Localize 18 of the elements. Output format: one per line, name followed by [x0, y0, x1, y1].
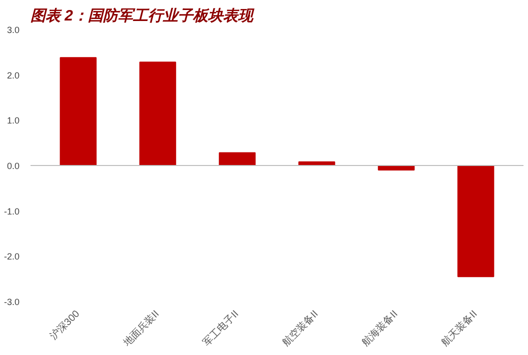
x-tick-label: 地面兵装II — [120, 308, 162, 350]
x-tick-label: 航海装备II — [359, 308, 400, 349]
y-tick-label: 0.0 — [6, 161, 20, 171]
bar — [60, 57, 97, 166]
y-tick-label: 2.0 — [6, 70, 20, 80]
y-tick-label: -3.0 — [4, 297, 20, 307]
bar — [218, 152, 256, 166]
y-tick-label: 1.0 — [6, 116, 20, 126]
y-tick-label: -1.0 — [4, 206, 20, 216]
bar — [139, 62, 176, 166]
x-tick-label: 军工电子II — [200, 308, 242, 349]
y-tick-label: -2.0 — [4, 252, 20, 262]
x-tick-label: 航空装备II — [280, 308, 321, 349]
y-tick-label: 3.0 — [6, 25, 20, 35]
x-tick-label: 沪深300 — [48, 308, 82, 342]
chart-title: 图表 2：国防军工行业子板块表现 — [30, 8, 256, 24]
bar — [457, 165, 494, 278]
x-tick-label: 航天装备II — [438, 308, 480, 349]
